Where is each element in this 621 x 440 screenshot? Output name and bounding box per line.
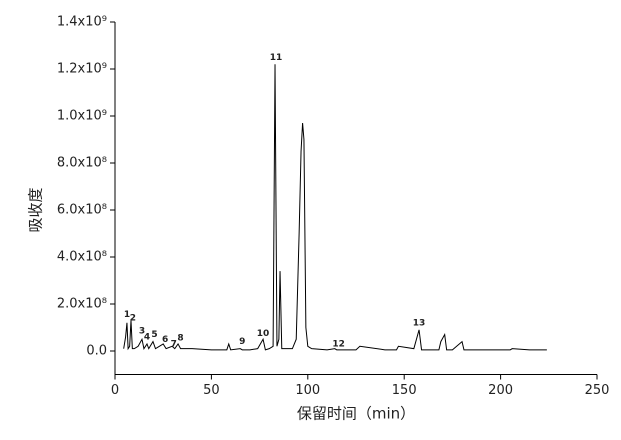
x-axis-title: 保留时间（min）	[297, 405, 415, 423]
peak-label: 5	[151, 330, 157, 340]
x-tick-label: 100	[295, 383, 320, 398]
peak-label: 4	[144, 332, 150, 342]
x-tick-label: 250	[585, 383, 610, 398]
y-tick-label: 8.0x10⁸	[57, 156, 107, 171]
peak-label: 12	[332, 339, 345, 349]
peak-label: 9	[239, 337, 245, 347]
x-tick-label: 200	[488, 383, 513, 398]
peak-label: 6	[162, 335, 168, 345]
y-tick-label: 1.4x10⁹	[57, 15, 107, 30]
x-tick-label: 0	[111, 383, 119, 398]
peak-label: 7	[171, 339, 177, 349]
peak-label: 13	[413, 318, 426, 328]
y-tick-label: 1.0x10⁹	[57, 109, 107, 124]
y-tick-label: 6.0x10⁸	[57, 203, 107, 218]
trace	[123, 64, 547, 351]
peak-label: 10	[257, 329, 270, 339]
peak-label: 1	[124, 310, 130, 320]
y-tick-label: 1.2x10⁹	[57, 62, 107, 77]
peak-label: 8	[177, 334, 183, 344]
x-tick-label: 150	[392, 383, 417, 398]
peak-label: 11	[270, 53, 283, 63]
y-axis-title: 吸收度	[27, 187, 45, 232]
y-tick-label: 0.0	[86, 344, 107, 359]
x-tick-label: 50	[203, 383, 220, 398]
y-tick-label: 4.0x10⁸	[57, 250, 107, 265]
peak-label: 3	[139, 327, 145, 337]
y-tick-label: 2.0x10⁸	[57, 297, 107, 312]
peak-label: 2	[130, 314, 136, 324]
